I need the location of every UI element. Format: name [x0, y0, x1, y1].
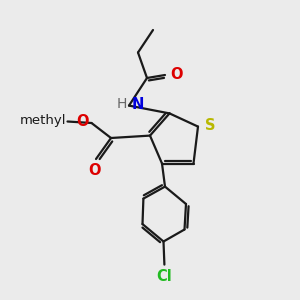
Text: H: H: [116, 97, 127, 111]
Text: N: N: [131, 97, 144, 112]
Text: O: O: [76, 114, 88, 129]
Text: O: O: [170, 67, 183, 82]
Text: S: S: [205, 118, 215, 133]
Text: Cl: Cl: [157, 269, 172, 284]
Text: O: O: [88, 163, 101, 178]
Text: methyl: methyl: [20, 114, 66, 127]
